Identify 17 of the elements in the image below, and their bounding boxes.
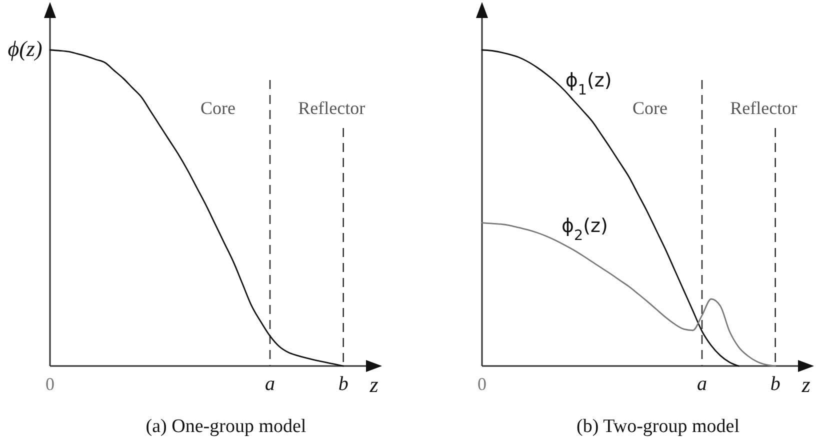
x-tick-label: a xyxy=(697,373,707,395)
text: (a) One-group model xyxy=(146,416,306,437)
y-axis-title: ϕ(z) xyxy=(8,36,42,61)
annotation: Core xyxy=(632,98,668,118)
text: (b) Two-group model xyxy=(576,416,740,437)
annotation: Core xyxy=(200,98,236,118)
series-label: ϕ$_{2}$(z) xyxy=(562,214,608,244)
x-tick-label: 0 xyxy=(46,374,54,394)
x-tick-label: b xyxy=(338,373,348,395)
series-label: ϕ$_{1}$(z) xyxy=(565,70,612,99)
x-axis-title: z xyxy=(800,372,811,397)
annotation: Reflector xyxy=(730,98,798,118)
x-axis-title: z xyxy=(368,372,379,397)
x-tick-label: b xyxy=(770,373,780,395)
x-tick-label: 0 xyxy=(478,374,486,394)
annotation: Reflector xyxy=(298,98,366,118)
x-tick-label: a xyxy=(265,373,275,395)
